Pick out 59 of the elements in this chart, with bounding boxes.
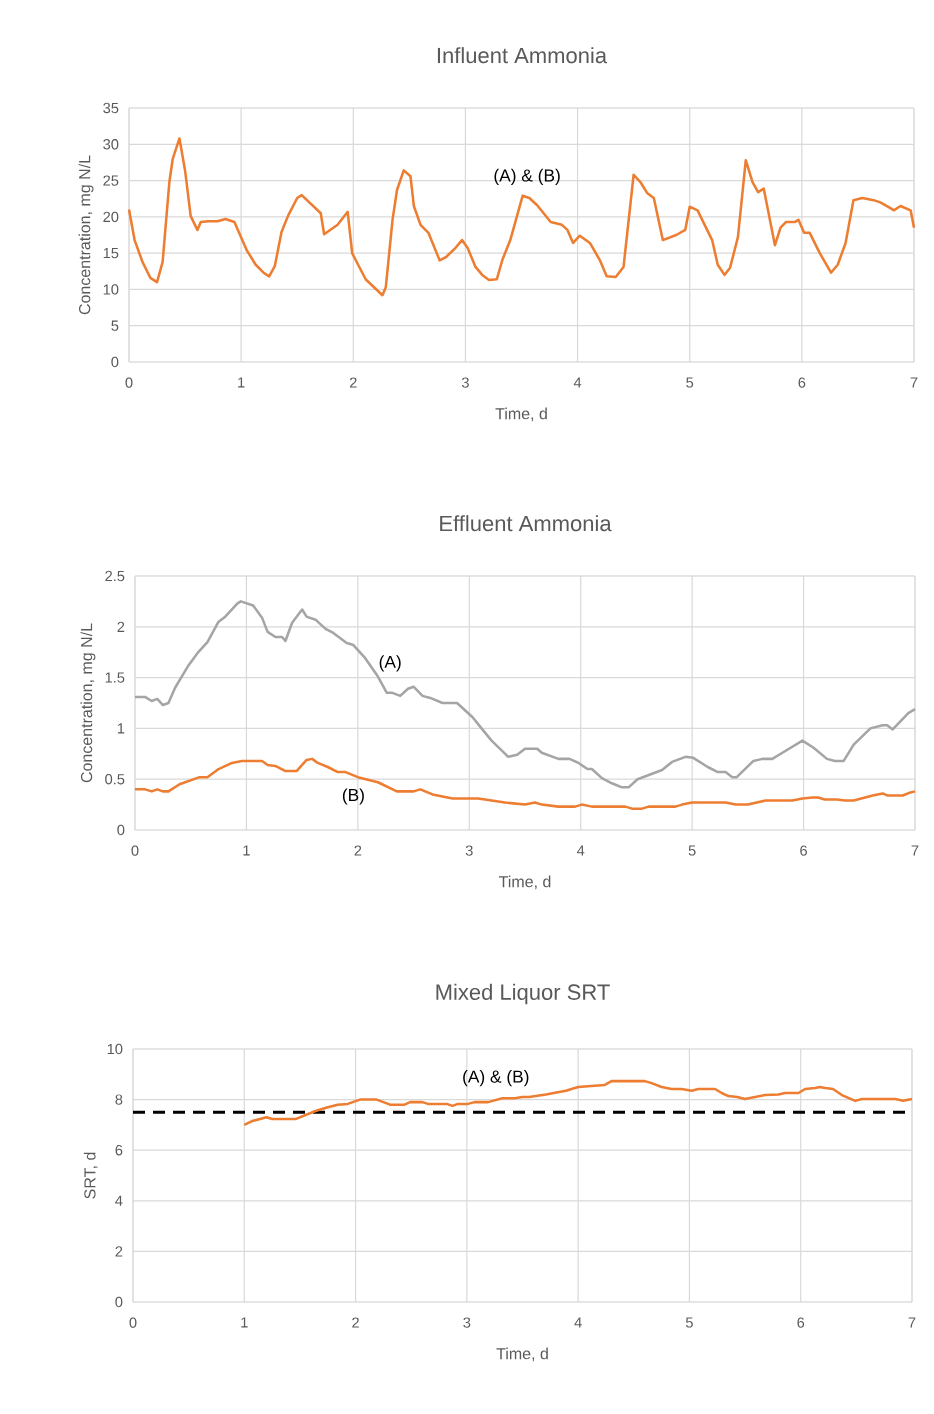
y-tick-label: 15 — [103, 248, 119, 259]
y-tick-label: 5 — [111, 320, 119, 331]
x-axis-title: Time, d — [496, 1347, 548, 1362]
x-tick-label: 4 — [573, 377, 582, 388]
y-tick-label: 0 — [115, 1296, 123, 1308]
series-label: (A) & (B) — [463, 1070, 529, 1087]
x-tick-label: 5 — [686, 377, 694, 388]
x-tick-label: 1 — [243, 845, 250, 856]
x-tick-label: 7 — [911, 845, 919, 856]
x-tick-label: 3 — [465, 845, 473, 856]
x-tick-label: 1 — [241, 1317, 248, 1328]
x-tick-label: 5 — [685, 1317, 693, 1328]
chart-title: Mixed Liquor SRT — [436, 983, 610, 1005]
y-tick-label: 2 — [117, 621, 125, 632]
y-tick-label: 0.5 — [105, 774, 125, 785]
y-tick-label: 10 — [107, 1043, 123, 1055]
y-tick-label: 35 — [103, 102, 119, 114]
x-tick-label: 2 — [352, 1317, 359, 1328]
x-tick-label: 2 — [354, 845, 362, 856]
y-tick-label: 25 — [103, 175, 119, 186]
series-label: (A) & (B) — [494, 168, 560, 186]
x-tick-label: 0 — [131, 845, 139, 856]
y-tick-label: 4 — [115, 1195, 123, 1206]
chart-title: Influent Ammonia — [437, 47, 608, 64]
series-label: (B) — [342, 788, 364, 805]
x-tick-label: 6 — [800, 845, 807, 856]
x-tick-label: 7 — [910, 377, 918, 388]
x-tick-label: 6 — [797, 1317, 805, 1328]
y-tick-label: 6 — [115, 1145, 123, 1156]
x-axis-title: Time, d — [495, 407, 547, 422]
x-tick-label: 7 — [908, 1317, 916, 1328]
y-tick-label: 0 — [117, 824, 125, 836]
y-axis-title: Concentration, mg N/L — [78, 155, 94, 315]
y-tick-label: 0 — [111, 356, 119, 368]
x-tick-label: 4 — [576, 845, 585, 856]
x-tick-label: 3 — [461, 377, 469, 388]
y-tick-label: 1.5 — [105, 672, 125, 683]
x-tick-label: 5 — [688, 845, 696, 856]
y-tick-label: 8 — [115, 1094, 123, 1105]
x-tick-label: 3 — [463, 1317, 471, 1328]
x-tick-label: 0 — [129, 1317, 137, 1328]
line-series — [127, 137, 916, 297]
chart-title: Effluent Ammonia — [440, 515, 612, 532]
x-tick-label: 2 — [349, 377, 357, 388]
y-tick-label: 1 — [117, 723, 125, 734]
x-tick-label: 0 — [125, 377, 133, 388]
y-tick-label: 20 — [103, 211, 119, 223]
y-tick-label: 10 — [103, 284, 119, 295]
y-tick-label: 2 — [115, 1246, 123, 1257]
x-tick-label: 6 — [798, 377, 806, 388]
y-tick-label: 2.5 — [105, 570, 125, 582]
series-label: (A) — [379, 655, 401, 672]
y-tick-label: 30 — [103, 139, 119, 150]
line-series — [133, 757, 917, 810]
x-axis-title: Time, d — [498, 875, 551, 890]
x-tick-label: 1 — [238, 377, 245, 388]
y-axis-title: Concentration, mg N/L — [80, 623, 96, 783]
x-tick-label: 4 — [574, 1317, 582, 1328]
y-axis-title: SRT, d — [83, 1152, 98, 1199]
